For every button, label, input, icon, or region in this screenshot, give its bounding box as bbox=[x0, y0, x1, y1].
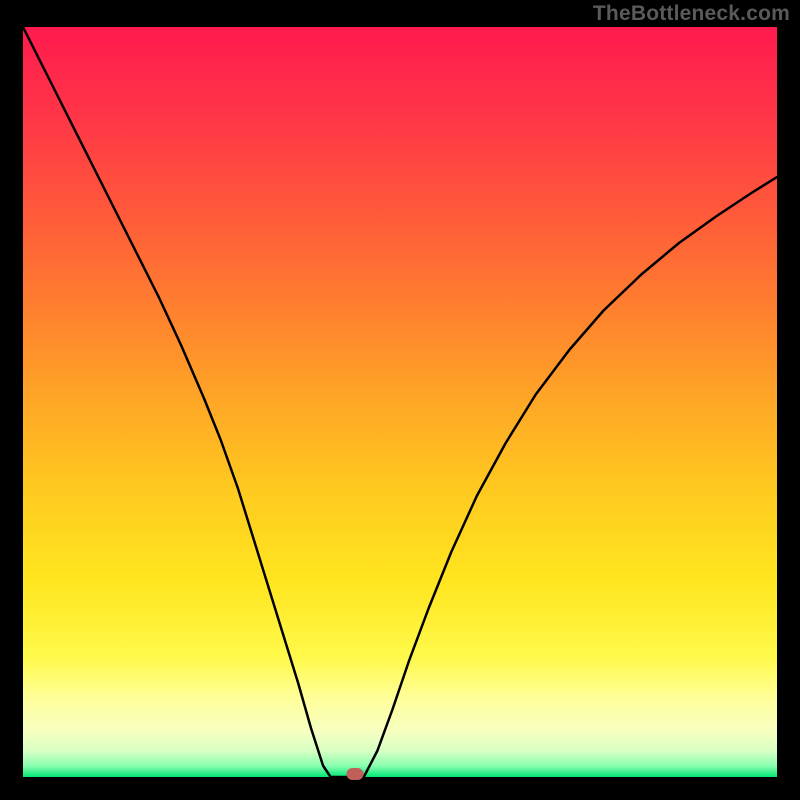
watermark-text: TheBottleneck.com bbox=[593, 2, 790, 26]
plot-area bbox=[23, 27, 777, 777]
chart-frame: TheBottleneck.com bbox=[0, 0, 800, 800]
bottleneck-curve bbox=[23, 27, 777, 777]
optimal-point-marker bbox=[346, 768, 363, 780]
